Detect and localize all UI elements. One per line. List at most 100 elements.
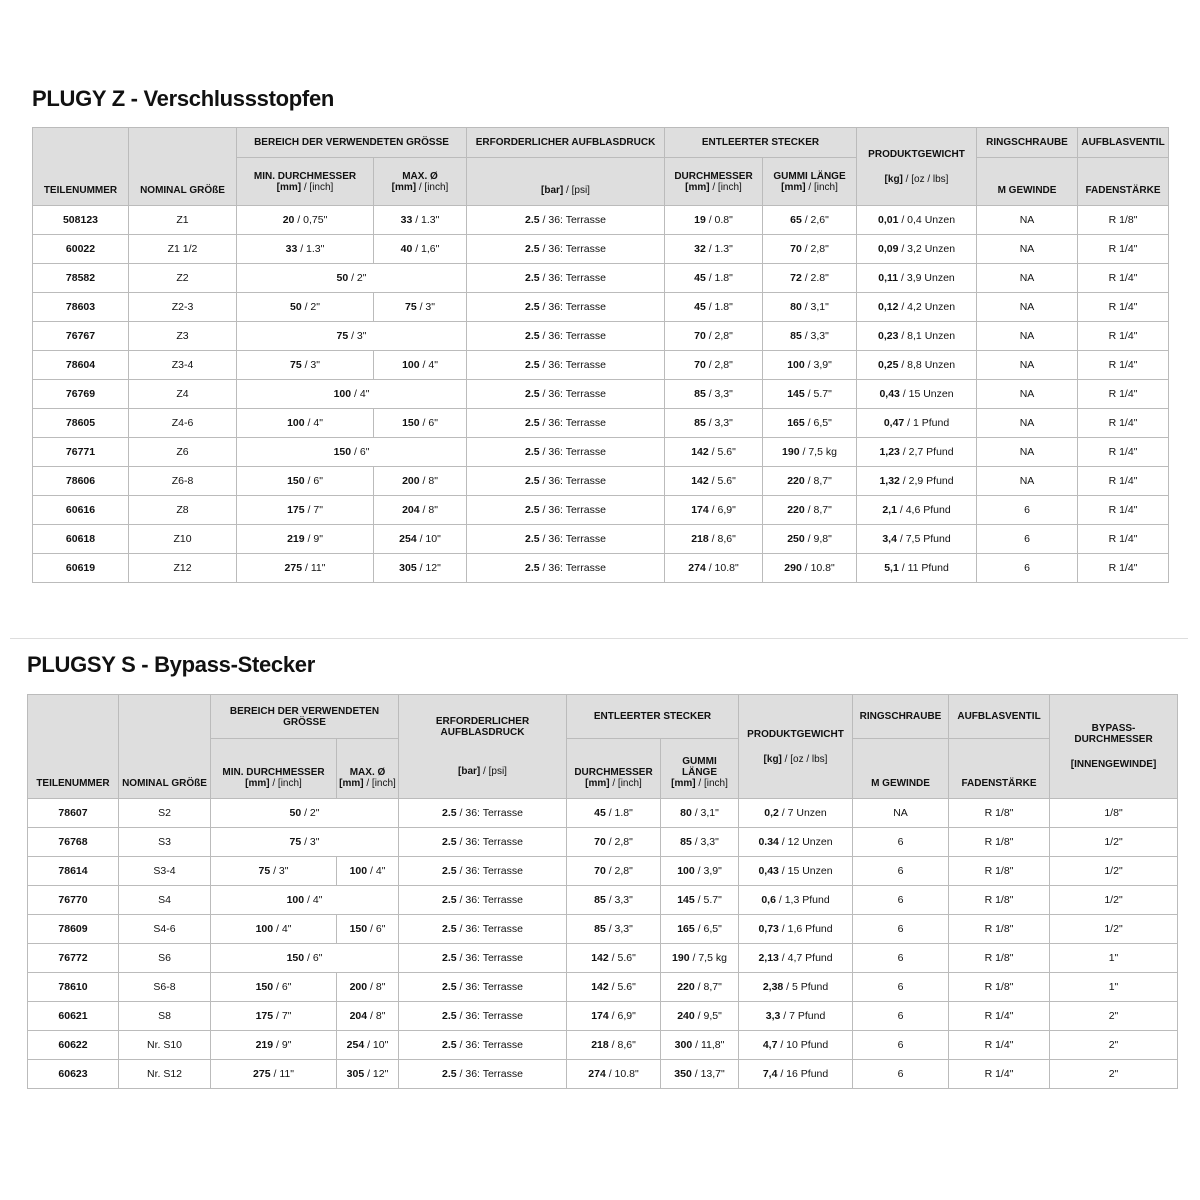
value-secondary: / 12" [367, 1068, 389, 1080]
cell-aufblasdruck: 2.5 / 36: Terrasse [398, 1059, 567, 1089]
value-primary: 2.5 [525, 243, 540, 255]
cell-nominal: Z3 [128, 321, 237, 351]
value-secondary: / 1.3" [415, 214, 440, 226]
value-primary: 45 [694, 301, 706, 313]
cell-aufblasdruck: 2.5 / 36: Terrasse [398, 885, 567, 915]
cell-ringschraube: NA [976, 205, 1079, 235]
value-secondary: / 15 Unzen [902, 388, 954, 400]
value-primary: 150 [287, 475, 305, 487]
cell-min-durchmesser: 50 / 2" [236, 292, 374, 322]
cell-ringschraube: NA [976, 466, 1079, 496]
value-primary: 0,2 [764, 807, 779, 819]
header-durch: DURCHMESSER [mm] / [inch] [566, 738, 661, 799]
value-secondary: / 3,3" [608, 894, 633, 906]
cell-produktgewicht: 5,1 / 11 Pfund [856, 553, 978, 583]
cell-teilenummer: 78605 [32, 408, 129, 438]
cell-ringschraube: 6 [852, 856, 950, 886]
cell-produktgewicht: 0,73 / 1,6 Pfund [738, 914, 854, 944]
value-secondary: / 6,5" [697, 923, 722, 935]
cell-durchmesser: 70 / 2,8" [566, 856, 661, 886]
value-secondary: / 1.3" [708, 243, 733, 255]
cell-aufblasdruck: 2.5 / 36: Terrasse [398, 798, 567, 828]
value-primary: 100 [677, 865, 695, 877]
cell-nominal: S8 [118, 1001, 211, 1031]
value-primary: 0,47 [883, 417, 905, 429]
value-secondary: / 4" [276, 923, 292, 935]
value-primary: 70 [594, 836, 606, 848]
value-primary: 219 [287, 533, 305, 545]
cell-ringschraube: 6 [852, 885, 950, 915]
value-secondary: / 2.8" [804, 272, 829, 284]
cell-teilenummer: 60621 [27, 1001, 119, 1031]
value-primary: 40 [400, 243, 413, 255]
value-secondary: / 6,9" [611, 1010, 636, 1022]
value-primary: 350 [674, 1068, 692, 1080]
value-primary: 254 [399, 533, 417, 545]
value-primary: 2.5 [525, 388, 540, 400]
value-primary: 7,4 [762, 1068, 778, 1080]
header-gewicht: PRODUKTGEWICHT [kg] / [oz / lbs] [738, 694, 854, 799]
value-secondary: / 36: Terrasse [542, 243, 606, 255]
cell-ringschraube: NA [976, 379, 1079, 409]
value-secondary: / 2,9 Pfund [902, 475, 954, 487]
cell-teilenummer: 78610 [27, 972, 119, 1002]
cell-nominal: Z4 [128, 379, 237, 409]
value-secondary: / 3,3" [708, 417, 733, 429]
cell-gummi-laenge: 85 / 3,3" [761, 321, 858, 351]
cell-nominal: S3 [118, 827, 211, 857]
cell-aufblasventil: R 1/4" [1077, 495, 1170, 525]
cell-durchmesser: 32 / 1.3" [664, 234, 763, 264]
value-secondary: / 36: Terrasse [542, 301, 606, 313]
cell-ringschraube: 6 [852, 827, 950, 857]
value-secondary: / 1,3 Pfund [778, 894, 830, 906]
cell-gummi-laenge: 65 / 2,6" [761, 205, 858, 235]
cell-produktgewicht: 3,3 / 7 Pfund [738, 1001, 854, 1031]
cell-nominal: Z3-4 [128, 350, 237, 380]
value-primary: 190 [672, 952, 690, 964]
value-primary: 142 [591, 981, 609, 993]
cell-gummi-laenge: 190 / 7,5 kg [761, 437, 858, 467]
cell-durchmesser: 85 / 3,3" [664, 408, 763, 438]
cell-produktgewicht: 4,7 / 10 Pfund [738, 1030, 854, 1060]
cell-ringschraube: NA [976, 292, 1079, 322]
cell-aufblasdruck: 2.5 / 36: Terrasse [466, 350, 665, 380]
header-mgewinde: M GEWINDE [976, 157, 1079, 206]
value-primary: 165 [787, 417, 805, 429]
unit-mm: [mm] [781, 181, 806, 193]
value-secondary: / 1.8" [708, 301, 733, 313]
cell-min-durchmesser: 175 / 7" [236, 495, 374, 525]
plugsy-s-table: TEILENUMMER NOMINAL GRÖßE BEREICH DER VE… [27, 694, 1179, 1089]
cell-max-durchmesser: 33 / 1.3" [373, 205, 467, 235]
value-secondary: / 36: Terrasse [459, 836, 523, 848]
value-primary: 300 [674, 1039, 693, 1051]
cell-durchmesser: 70 / 2,8" [566, 827, 661, 857]
value-secondary: / 36: Terrasse [459, 981, 523, 993]
value-primary: 0,43 [758, 865, 779, 877]
table-row: 60622 Nr. S10 219 / 9" 254 / 10" 2.5 / 36: T… [27, 1030, 1179, 1060]
value-secondary: / 2,8" [804, 243, 829, 255]
cell-nominal: Nr. S10 [118, 1030, 211, 1060]
value-primary: 275 [253, 1068, 271, 1080]
value-primary: 2.5 [442, 894, 457, 906]
cell-aufblasdruck: 2.5 / 36: Terrasse [398, 827, 567, 857]
cell-gummi-laenge: 72 / 2.8" [761, 263, 858, 293]
value-secondary: / 11 Pfund [901, 562, 949, 574]
cell-aufblasdruck: 2.5 / 36: Terrasse [398, 972, 567, 1002]
cell-durchmesser: 45 / 1.8" [664, 263, 763, 293]
value-secondary: / 9" [307, 533, 323, 545]
value-primary: 50 [289, 301, 302, 313]
cell-min-durchmesser: 100 / 4" [210, 885, 399, 915]
value-primary: 100 [333, 388, 352, 400]
cell-gummi-laenge: 190 / 7,5 kg [659, 943, 740, 973]
cell-min-durchmesser: 75 / 3" [210, 856, 337, 886]
value-primary: 275 [284, 562, 303, 574]
unit-inch: / [inch] [272, 778, 302, 789]
value-secondary: / 0.8" [708, 214, 733, 226]
value-primary: 0,73 [758, 923, 779, 935]
value-primary: 2,1 [882, 504, 897, 516]
header-gummi: GUMMI LÄNGE [mm] / [inch] [761, 157, 858, 206]
cell-aufblasdruck: 2.5 / 36: Terrasse [466, 379, 665, 409]
header-druck: ERFORDERLICHER AUFBLASDRUCK [bar] / [psi] [398, 694, 567, 799]
cell-ringschraube: 6 [976, 495, 1079, 525]
table-row: 76771 Z6 150 / 6" 2.5 / 36: Terrasse 142 / 5… [32, 437, 1170, 467]
